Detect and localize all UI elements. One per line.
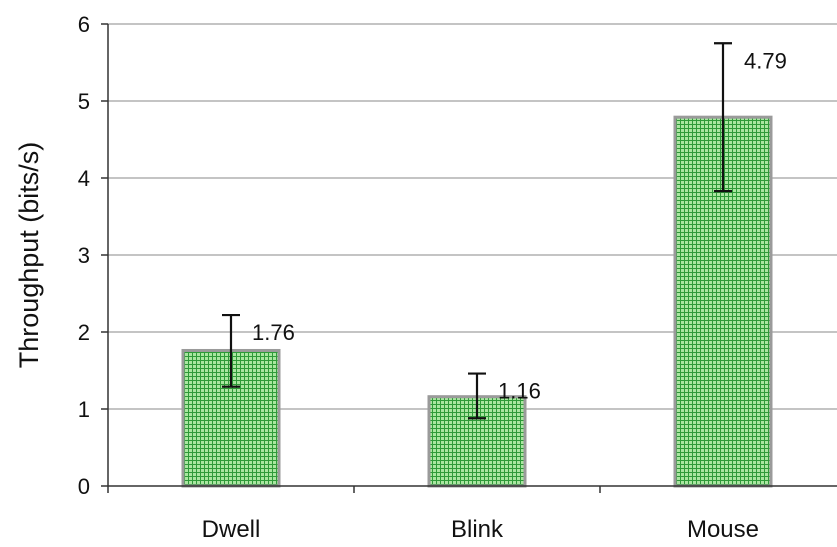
x-category-label: Dwell: [202, 516, 261, 543]
data-label-dwell: 1.76: [252, 320, 295, 345]
y-axis-title: Throughput (bits/s): [14, 142, 44, 369]
data-label-blink: 1.16: [498, 379, 541, 404]
error-bars: [222, 42, 732, 420]
x-category-label: Blink: [451, 516, 504, 543]
axes: [101, 23, 837, 493]
y-tick-label: 1: [78, 397, 90, 422]
y-tick-label: 0: [78, 474, 90, 499]
x-category-label: Mouse: [687, 516, 759, 543]
y-tick-label: 4: [78, 166, 90, 191]
data-label-mouse: 4.79: [744, 48, 787, 73]
y-tick-label: 6: [78, 12, 90, 37]
labels: 0 1 2 3 4 5 6 1.76 Dwell 1.16 Blink 4.79 Mouse: [78, 12, 787, 543]
y-tick-label: 3: [78, 243, 90, 268]
y-tick-label: 2: [78, 320, 90, 345]
bars: [181, 115, 773, 488]
y-tick-label: 5: [78, 89, 90, 114]
